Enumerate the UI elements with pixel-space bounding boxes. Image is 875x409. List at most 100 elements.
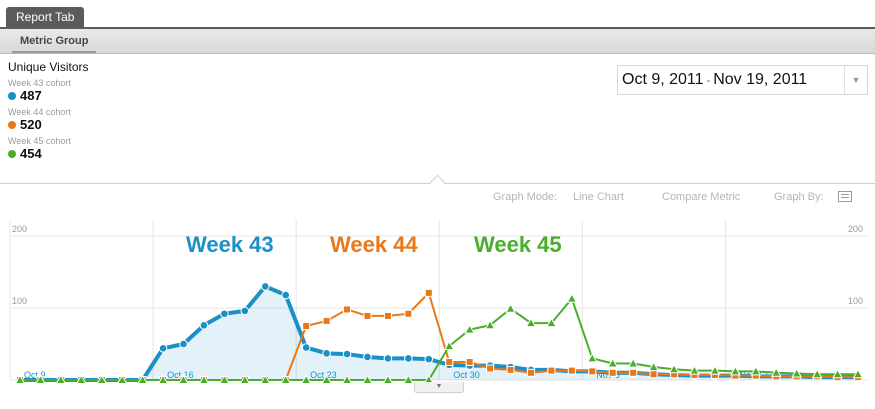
graph-mode-label: Graph Mode:: [493, 191, 558, 203]
y-tick-label: 200: [12, 224, 27, 234]
x-tick-label: Oct 30: [453, 370, 480, 380]
y-tick-label: 100: [12, 296, 27, 306]
data-point: [14, 374, 26, 384]
y-tick-label: 200: [848, 224, 863, 234]
data-point: [424, 288, 433, 297]
data-point: [484, 319, 496, 330]
metric-title: Unique Visitors: [8, 60, 89, 74]
date-range-picker[interactable]: Oct 9, 2011- Nov 19, 2011 ▼: [617, 65, 868, 95]
data-point: [281, 290, 291, 300]
data-point: [199, 320, 209, 330]
legend-dot-icon: [8, 121, 16, 129]
data-point: [362, 374, 373, 384]
x-tick-label: Oct 23: [310, 370, 337, 380]
data-point: [383, 311, 392, 320]
data-point: [832, 368, 843, 379]
data-point: [424, 354, 434, 364]
data-point: [260, 282, 270, 291]
data-point: [342, 349, 352, 359]
data-point: [382, 374, 394, 384]
graph-by-label: Graph By:: [774, 191, 824, 203]
data-point: [363, 311, 372, 320]
data-point: [363, 352, 372, 362]
graph-mode-select[interactable]: Line Chart: [573, 191, 624, 203]
y-tick-label: 100: [848, 296, 863, 306]
series-annotation: Week 45: [474, 232, 562, 257]
cohort-value: 520: [20, 117, 42, 132]
cohort-week-44: Week 44 cohort 520: [8, 107, 88, 132]
data-point: [486, 364, 495, 373]
data-point: [343, 305, 352, 314]
data-point: [505, 303, 516, 313]
data-point: [811, 368, 823, 379]
data-point: [464, 324, 476, 334]
data-point: [689, 365, 700, 375]
data-point: [525, 317, 537, 328]
data-point: [178, 374, 189, 384]
series-line-week-45: [20, 297, 858, 381]
legend-dot-icon: [8, 150, 16, 158]
data-point: [546, 317, 557, 328]
cohort-label: Week 45 cohort: [8, 136, 71, 146]
data-point: [649, 370, 658, 379]
data-point: [526, 368, 535, 377]
expand-handle-icon[interactable]: ▼: [414, 382, 464, 393]
data-point: [404, 309, 413, 318]
data-point: [709, 365, 721, 375]
series-annotation: Week 44: [330, 232, 418, 257]
metric-summary: Unique Visitors Week 43 cohort 487 Week …: [8, 60, 88, 161]
compare-metric-button[interactable]: Compare Metric: [662, 191, 741, 203]
data-point: [629, 368, 638, 377]
tab-report[interactable]: Report Tab: [6, 7, 85, 27]
cohort-week-45: Week 45 cohort 454: [8, 136, 88, 161]
data-point: [300, 374, 312, 384]
data-point: [586, 352, 598, 363]
area-fill-week-43: [20, 286, 858, 380]
data-point: [588, 367, 597, 376]
sub-tab-bar: Metric Group: [0, 29, 875, 54]
cohort-label: Week 44 cohort: [8, 107, 71, 117]
data-point: [239, 374, 251, 384]
date-start: Oct 9, 2011: [622, 71, 704, 88]
data-point: [322, 349, 331, 358]
data-point: [547, 366, 556, 375]
data-point: [566, 293, 578, 303]
legend-dot-icon: [8, 92, 16, 100]
x-tick-label: Oct 16: [167, 370, 194, 380]
pointer-notch: [429, 174, 446, 191]
data-point: [55, 374, 67, 384]
data-point: [321, 374, 332, 384]
data-point: [852, 368, 864, 379]
x-tick-label: Oct 9: [24, 370, 46, 380]
table-icon[interactable]: [838, 191, 852, 202]
data-point: [96, 374, 108, 384]
data-point: [75, 374, 87, 384]
data-point: [770, 367, 782, 377]
data-point: [402, 374, 414, 384]
data-point: [465, 358, 474, 366]
tab-underline: [0, 27, 875, 29]
x-tick-label: Nov 6: [596, 370, 620, 380]
data-point: [198, 374, 210, 384]
line-chart: 200 200 100 100 Oct 9 Oct 16 Oct 23 Oct 30 Nov 6…: [9, 220, 868, 385]
cohort-value: 454: [20, 146, 42, 161]
data-point: [116, 374, 128, 384]
data-point: [627, 357, 639, 368]
data-point: [607, 357, 619, 368]
data-point: [302, 322, 311, 330]
chevron-down-icon[interactable]: ▼: [844, 66, 867, 94]
data-point: [322, 316, 331, 325]
data-point: [668, 363, 680, 374]
data-point: [404, 354, 413, 363]
date-separator: -: [706, 75, 711, 87]
cohort-week-43: Week 43 cohort 487: [8, 78, 88, 103]
tab-metric-group[interactable]: Metric Group: [12, 29, 97, 53]
data-point: [608, 368, 617, 377]
data-point: [158, 344, 168, 353]
data-point: [750, 365, 762, 376]
cohort-value: 487: [20, 88, 42, 103]
data-point: [240, 306, 250, 316]
data-point: [730, 365, 741, 376]
data-point: [220, 309, 229, 319]
data-point: [443, 340, 455, 351]
